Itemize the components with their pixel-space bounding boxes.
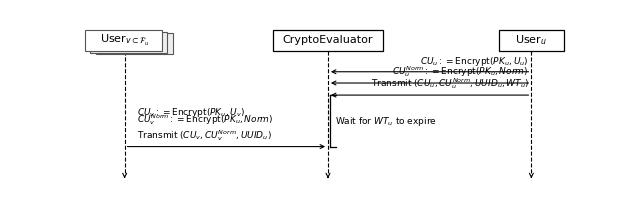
- FancyBboxPatch shape: [273, 30, 383, 51]
- FancyBboxPatch shape: [499, 30, 564, 51]
- Text: User$_{v\subset\mathcal{F}_u}$: User$_{v\subset\mathcal{F}_u}$: [100, 33, 150, 48]
- Text: $\mathrm{Transmit}\;(CU_u, CU_u^{Norm}, UUID_u, WT_u)$: $\mathrm{Transmit}\;(CU_u, CU_u^{Norm}, …: [371, 76, 529, 91]
- FancyBboxPatch shape: [85, 30, 162, 51]
- Text: Wait for $WT_u$ to expire: Wait for $WT_u$ to expire: [335, 115, 437, 128]
- Text: $CU_v := \mathrm{Encrypt}(PK_u, U_v)$: $CU_v := \mathrm{Encrypt}(PK_u, U_v)$: [137, 106, 245, 119]
- Text: User$_u$: User$_u$: [515, 33, 547, 47]
- Text: $\mathrm{Transmit}\;(CU_v, CU_v^{Norm}, UUID_u)$: $\mathrm{Transmit}\;(CU_v, CU_v^{Norm}, …: [137, 128, 272, 143]
- Text: $CU_v^{Norm} := \mathrm{Encrypt}(PK_u, Norm)$: $CU_v^{Norm} := \mathrm{Encrypt}(PK_u, N…: [137, 112, 273, 127]
- FancyBboxPatch shape: [96, 33, 173, 54]
- Text: $CU_u := \mathrm{Encrypt}(PK_u, U_u)$: $CU_u := \mathrm{Encrypt}(PK_u, U_u)$: [420, 55, 529, 68]
- Text: $CU_u^{Norm} := \mathrm{Encrypt}(PK_u, Norm)$: $CU_u^{Norm} := \mathrm{Encrypt}(PK_u, N…: [392, 64, 529, 79]
- Text: CryptoEvaluator: CryptoEvaluator: [283, 35, 373, 45]
- FancyBboxPatch shape: [90, 32, 167, 53]
